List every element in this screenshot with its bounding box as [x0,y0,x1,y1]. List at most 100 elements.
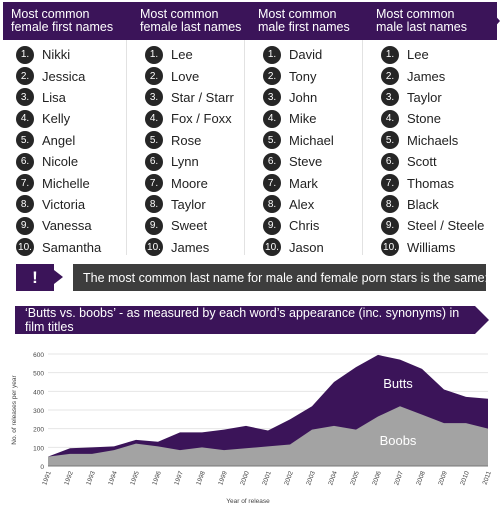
list-item: 8. Alex [263,194,383,215]
column-header-line: male last names [376,20,468,34]
column-header-2: Most common female last names [132,2,247,40]
name-label: Williams [407,239,456,255]
series-area-boobs [48,406,488,466]
rank-badge: 8. [145,195,163,214]
name-label: Kelly [42,111,71,127]
list-item: 3. Taylor [381,87,500,108]
column-header-1: Most common female first names [3,2,129,40]
name-label: Taylor [171,196,206,212]
list-item: 4. Stone [381,108,500,129]
column-headers: Most common female first names Most common… [3,2,500,40]
x-tick-label: 1997 [173,470,185,486]
y-tick-label: 500 [33,371,44,378]
y-tick-label: 300 [33,408,44,415]
rank-badge: 7. [145,174,163,193]
list-item: 8. Taylor [145,194,265,215]
x-tick-label: 1992 [63,470,75,486]
name-label: Lee [407,47,429,63]
name-label: Jessica [42,68,86,84]
rank-badge: 4. [263,109,281,128]
name-label: Steel / Steele [407,218,485,234]
callout-arrow [54,270,63,284]
list-item: 5. Angel [16,130,136,151]
list-item: 7. Thomas [381,172,500,193]
y-axis-title: No. of releases per year [11,374,18,444]
column-divider [362,40,363,255]
name-label: Victoria [42,196,86,212]
name-label: Steve [289,154,323,170]
rank-badge: 6. [381,152,399,171]
column-header-line: female last names [140,20,242,34]
list-item: 4. Fox / Foxx [145,108,265,129]
column-header-line: male first names [258,20,350,34]
x-tick-label: 2005 [349,470,361,486]
rank-badge: 7. [263,174,281,193]
rank-badge: 5. [263,131,281,150]
rank-badge: 2. [263,67,281,86]
name-label: James [407,68,446,84]
list-item: 9. Vanessa [16,215,136,236]
list-item: 3. Lisa [16,87,136,108]
rank-badge: 7. [381,174,399,193]
list-item: 9. Chris [263,215,383,236]
x-tick-label: 2010 [459,470,471,486]
y-tick-label: 200 [33,427,44,434]
list-item: 4. Mike [263,108,383,129]
list-item: 7. Mark [263,172,383,193]
x-tick-label: 2011 [482,470,493,486]
name-label: Sweet [171,218,208,234]
column-header-line: female first names [11,20,114,34]
column-header-4: Most common male last names [368,2,497,40]
x-tick-label: 1995 [129,470,141,486]
rank-badge: 9. [16,216,34,235]
column-header-line: Most common [140,7,219,21]
rank-badge: 2. [381,67,399,86]
x-tick-label: 2002 [283,470,295,486]
list-item: 1. David [263,44,383,65]
rank-badge: 1. [381,45,399,64]
column-header-3: Most common male first names [250,2,365,40]
x-tick-label: 2006 [371,470,383,486]
chart-title: ‘Butts vs. boobs’ - as measured by each … [15,306,489,334]
list-item: 8. Black [381,194,500,215]
rank-badge: 8. [381,195,399,214]
column-header-line: Most common [376,7,455,21]
rank-badge: 3. [263,88,281,107]
list-item: 7. Michelle [16,172,136,193]
list-item: 6. Scott [381,151,500,172]
list-item: 8. Victoria [16,194,136,215]
list-item: 2. Love [145,65,265,86]
rank-badge: 5. [145,131,163,150]
rank-badge: 9. [263,216,281,235]
name-label: Nikki [42,47,71,63]
list-item: 5. Michaels [381,130,500,151]
column-divider [126,40,127,255]
name-column-2: 1. Lee 2. Love 3. Star / Starr 4. Fox / Foxx 5. R… [145,44,265,258]
name-label: Rose [171,132,202,148]
name-label: Black [407,196,439,212]
name-column-3: 1. David 2. Tony 3. John 4. Mike 5. Michael 6. Stev… [263,44,383,258]
list-item: 6. Steve [263,151,383,172]
list-item: 3. Star / Starr [145,87,265,108]
rank-badge: 5. [16,131,34,150]
name-label: Stone [407,111,441,127]
name-column-1: 1. Nikki 2. Jessica 3. Lisa 4. Kelly 5. Angel 6. Ni… [16,44,136,258]
list-item: 6. Nicole [16,151,136,172]
name-label: Michelle [42,175,90,191]
fact-text: The most common last name for male and f… [73,264,500,291]
x-tick-label: 2004 [327,470,339,486]
rank-badge: 9. [145,216,163,235]
rank-badge: 2. [145,67,163,86]
list-item: 2. Tony [263,65,383,86]
x-tick-label: 2000 [239,470,251,486]
name-label: Lee [171,47,193,63]
x-tick-label: 1991 [41,470,53,486]
rank-badge: 1. [16,45,34,64]
list-item: 3. John [263,87,383,108]
rank-badge: 3. [16,88,34,107]
name-label: Mark [289,175,318,191]
rank-badge: 10. [263,238,281,257]
name-label: Samantha [42,239,102,255]
list-item: 5. Michael [263,130,383,151]
rank-badge: 6. [263,152,281,171]
